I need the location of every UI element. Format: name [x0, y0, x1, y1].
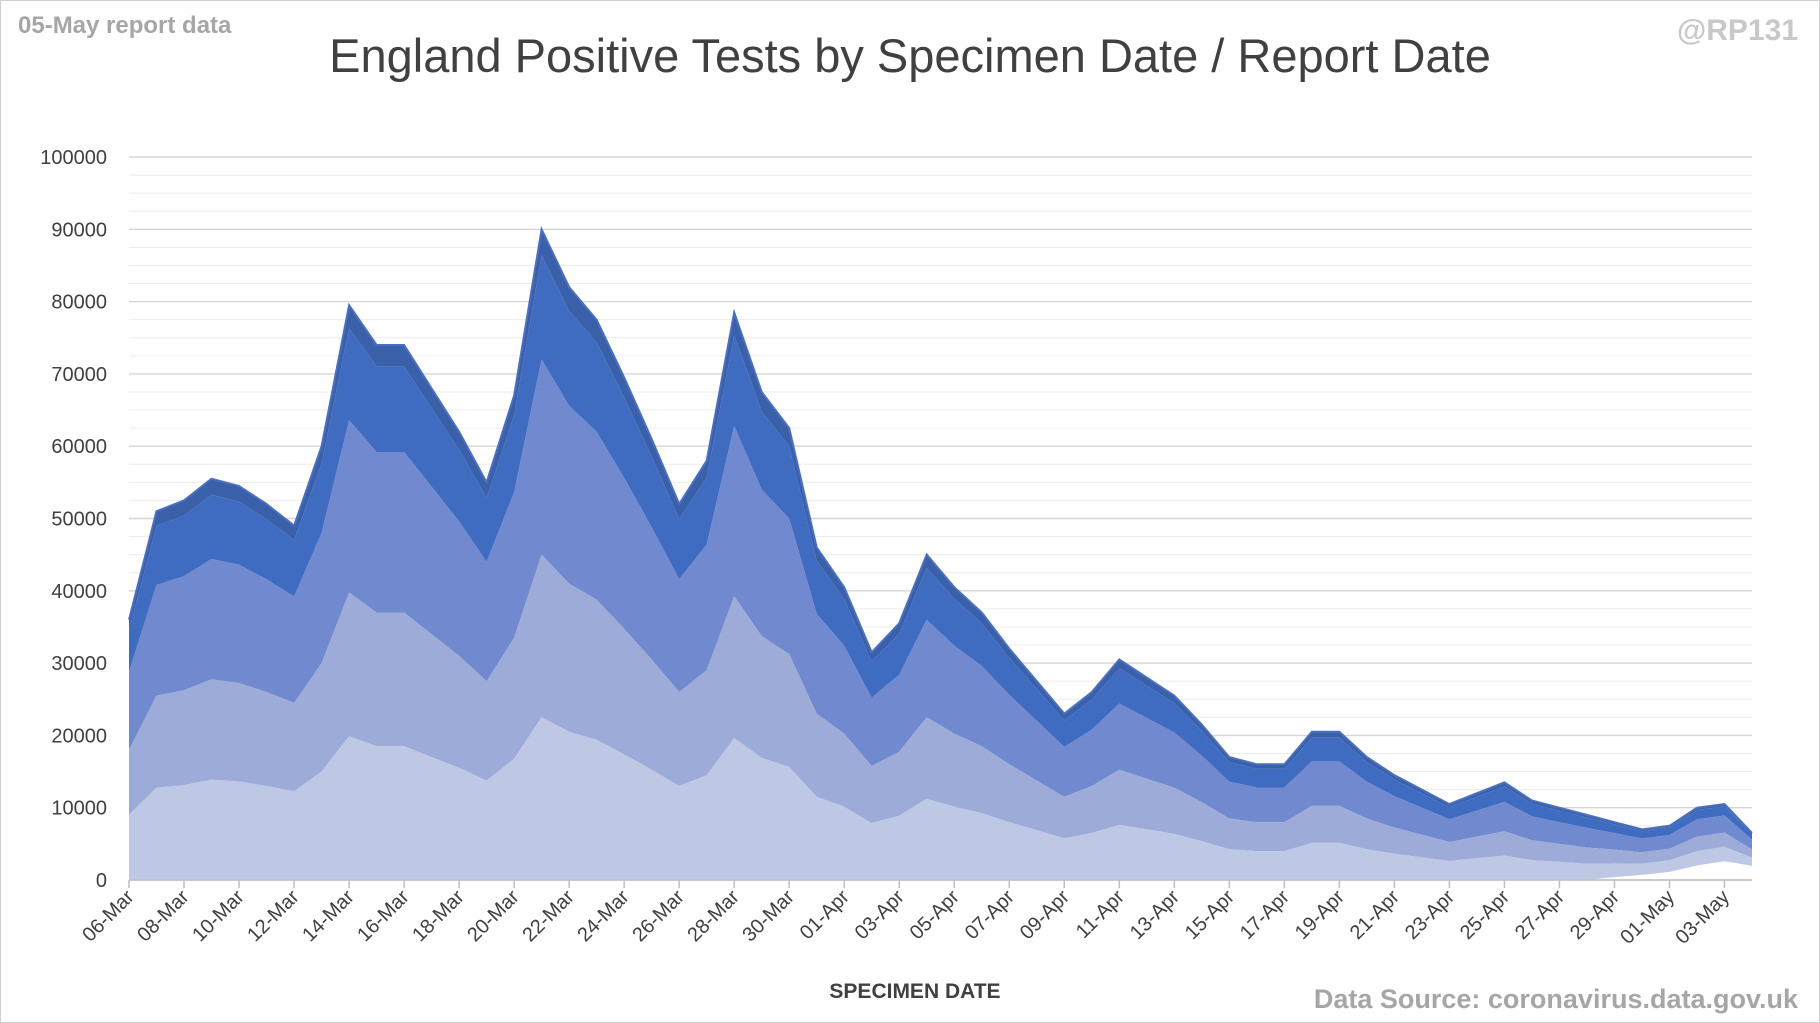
x-tick-label: 01-Apr — [796, 886, 854, 944]
y-tick-label: 90000 — [51, 219, 107, 241]
x-tick-label: 15-Apr — [1181, 886, 1239, 944]
x-tick-label: 03-Apr — [851, 886, 909, 944]
x-tick-label: 16-Mar — [353, 886, 414, 947]
x-tick-label: 29-Apr — [1566, 886, 1624, 944]
x-tick-label: 28-Mar — [683, 886, 744, 947]
x-tick-label: 12-Mar — [243, 886, 304, 947]
y-tick-label: 30000 — [51, 653, 107, 675]
area-layers — [128, 225, 1753, 880]
y-tick-label: 60000 — [51, 436, 107, 458]
y-tick-label: 20000 — [51, 725, 107, 747]
x-tick-label: 01-May — [1616, 886, 1679, 949]
x-tick-label: 11-Apr — [1072, 886, 1129, 943]
y-tick-label: 40000 — [51, 581, 107, 603]
y-tick-label: 0 — [96, 870, 107, 892]
y-tick-label: 80000 — [51, 292, 107, 314]
x-tick-label: 20-Mar — [463, 886, 524, 947]
x-tick-label: 21-Apr — [1346, 886, 1404, 944]
x-tick-label: 24-Mar — [573, 886, 634, 947]
layer-report-2 — [129, 554, 1752, 864]
x-tick-label: 13-Apr — [1126, 886, 1184, 944]
x-tick-label: 23-Apr — [1401, 886, 1459, 944]
x-tick-label: 17-Apr — [1236, 886, 1294, 944]
x-tick-label: 03-May — [1671, 886, 1734, 949]
x-tick-label: 18-Mar — [408, 886, 469, 947]
total-outline — [128, 225, 1753, 834]
report-date-label: 05-May report data — [18, 12, 232, 39]
x-tick-label: 07-Apr — [961, 886, 1019, 944]
x-tick-label: 22-Mar — [518, 886, 579, 947]
author-handle: @RP131 — [1677, 14, 1798, 47]
y-tick-label: 70000 — [51, 364, 107, 386]
x-tick-label: 09-Apr — [1016, 886, 1074, 944]
x-tick-label: 06-Mar — [78, 886, 139, 947]
x-tick-label: 26-Mar — [628, 886, 689, 947]
y-tick-label: 10000 — [51, 798, 107, 820]
x-axis-label: SPECIMEN DATE — [829, 980, 1001, 1003]
layer-report-3 — [129, 359, 1752, 853]
chart-title: England Positive Tests by Specimen Date … — [329, 29, 1491, 82]
x-tick-label: 05-Apr — [906, 886, 964, 944]
data-source-label: Data Source: coronavirus.data.gov.uk — [1313, 984, 1798, 1014]
y-axis: 0 10000 20000 30000 40000 50000 60000 70000 8000… — [40, 147, 107, 892]
y-tick-label: 50000 — [51, 509, 107, 531]
x-tick-label: 10-Mar — [188, 886, 249, 947]
x-tick-label: 08-Mar — [133, 886, 194, 947]
x-tick-label: 19-Apr — [1291, 886, 1349, 944]
x-tick-label: 14-Mar — [298, 886, 359, 947]
x-tick-label: 25-Apr — [1456, 886, 1514, 944]
x-tick-label: 30-Mar — [738, 886, 799, 947]
x-axis: 06-Mar08-Mar10-Mar12-Mar14-Mar16-Mar18-M… — [78, 879, 1752, 949]
x-tick-label: 27-Apr — [1511, 886, 1569, 944]
y-tick-label: 100000 — [40, 147, 107, 169]
layer-report-1 — [129, 717, 1752, 880]
